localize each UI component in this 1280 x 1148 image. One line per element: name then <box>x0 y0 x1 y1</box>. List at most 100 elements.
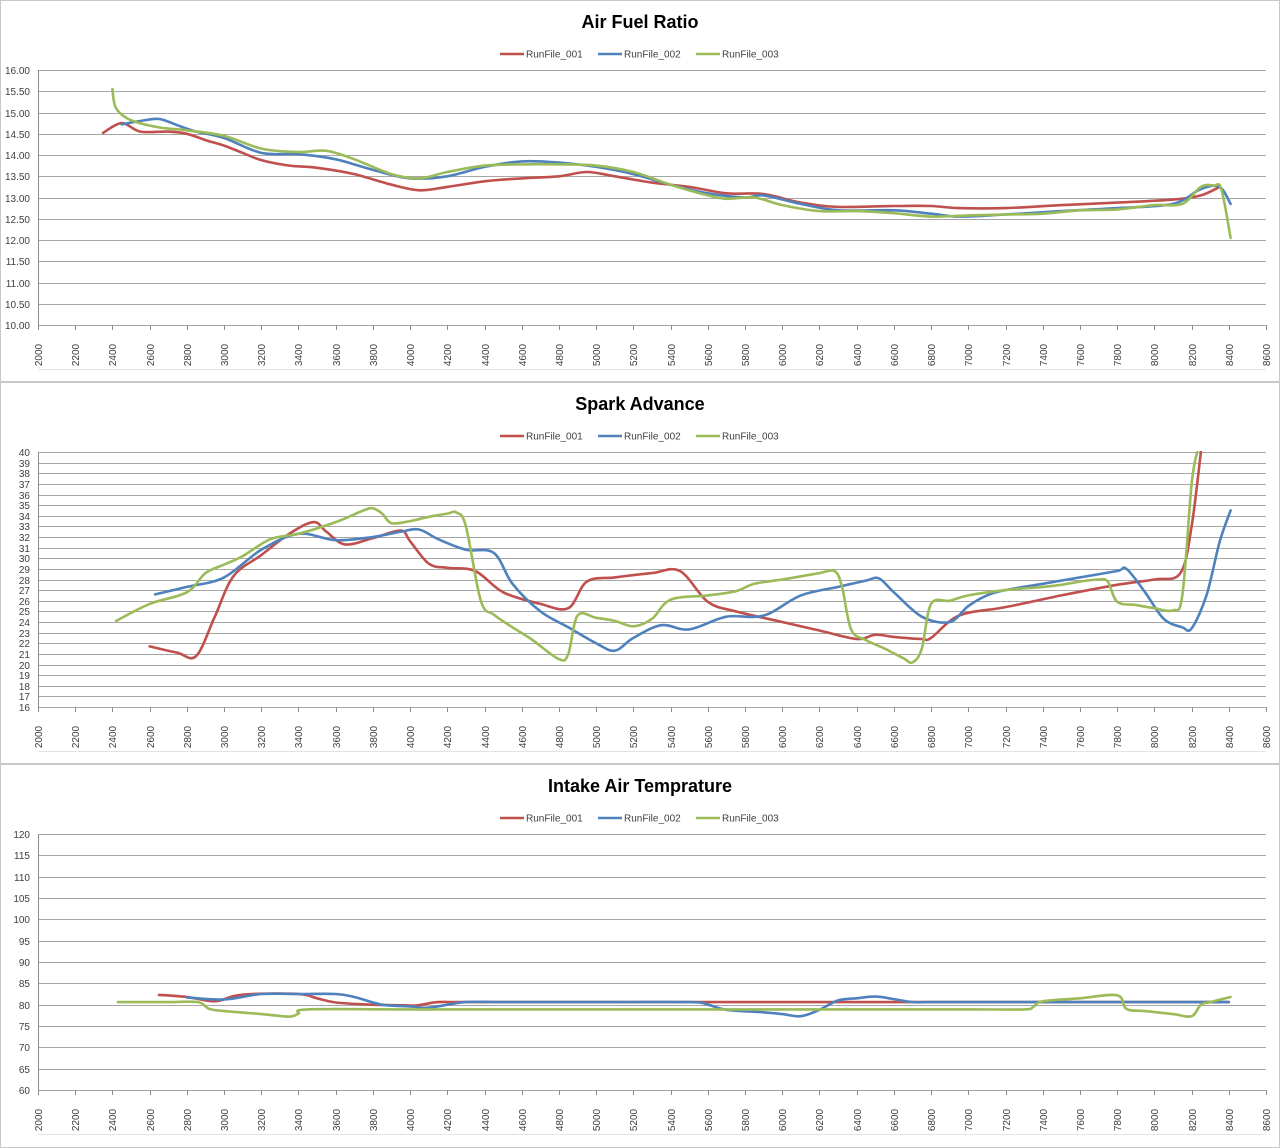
x-tick-label: 4600 <box>518 1108 529 1131</box>
legend-label: RunFile_002 <box>624 814 681 825</box>
x-tick-label: 7000 <box>964 725 975 748</box>
x-tick-label: 5000 <box>592 725 603 748</box>
x-tick-label: 6200 <box>815 1108 826 1131</box>
y-tick-label: 30 <box>19 554 31 565</box>
legend-label: RunFile_003 <box>722 814 779 825</box>
x-tick-label: 7800 <box>1113 1108 1124 1131</box>
x-tick-label: 6000 <box>778 343 789 366</box>
x-tick-label: 3000 <box>220 343 231 366</box>
x-tick-label: 5800 <box>741 1108 752 1131</box>
x-tick-label: 2200 <box>71 343 82 366</box>
x-tick-label: 6200 <box>815 725 826 748</box>
y-tick-label: 23 <box>19 629 31 640</box>
y-tick-label: 90 <box>19 958 31 969</box>
x-tick-label: 4600 <box>518 725 529 748</box>
y-tick-label: 80 <box>19 1001 31 1012</box>
x-tick-label: 7400 <box>1039 725 1050 748</box>
x-tick-label: 5400 <box>667 343 678 366</box>
y-tick-label: 15.50 <box>5 87 30 98</box>
x-tick-label: 7400 <box>1039 343 1050 366</box>
chart-intake-air-temprature: Intake Air Temprature RunFile_001 RunFile_… <box>0 764 1280 1148</box>
legend-label: RunFile_001 <box>526 432 583 443</box>
y-tick-label: 120 <box>13 830 30 841</box>
x-tick-label: 6800 <box>927 1108 938 1131</box>
x-tick-label: 5200 <box>629 725 640 748</box>
y-tick-label: 36 <box>19 491 31 502</box>
x-tick-label: 2000 <box>34 343 45 366</box>
x-tick-label: 4400 <box>481 1108 492 1131</box>
x-tick-label: 7800 <box>1113 343 1124 366</box>
x-tick-label: 8200 <box>1188 725 1199 748</box>
y-tick-label: 14.00 <box>5 151 30 162</box>
y-tick-label: 11.50 <box>6 257 31 268</box>
x-tick-label: 4200 <box>443 343 454 366</box>
y-tick-label: 26 <box>19 597 31 608</box>
x-tick-label: 4000 <box>406 343 417 366</box>
chart-svg: Spark Advance RunFile_001 RunFile_002 RunFi… <box>0 382 1280 764</box>
series-line-runfile-001 <box>101 121 1221 210</box>
x-tick-label: 3600 <box>332 1108 343 1131</box>
series-line-runfile-002 <box>185 992 1231 1018</box>
y-tick-label: 16 <box>19 703 31 714</box>
series-line-runfile-003 <box>116 993 1232 1018</box>
y-tick-label: 70 <box>19 1043 31 1054</box>
x-tick-label: 8600 <box>1262 1108 1273 1131</box>
x-tick-label: 4200 <box>443 1108 454 1131</box>
x-tick-label: 2200 <box>71 1108 82 1131</box>
x-tick-label: 5400 <box>667 1108 678 1131</box>
x-tick-label: 7600 <box>1076 1108 1087 1131</box>
y-tick-label: 13.00 <box>5 194 30 205</box>
y-tick-label: 20 <box>19 661 31 672</box>
y-tick-label: 27 <box>19 586 31 597</box>
x-tick-label: 4400 <box>481 725 492 748</box>
x-tick-label: 5200 <box>629 1108 640 1131</box>
x-tick-label: 4800 <box>555 725 566 748</box>
y-tick-label: 16.00 <box>5 66 30 77</box>
y-tick-label: 15.00 <box>5 109 30 120</box>
series-line-runfile-001 <box>148 451 1203 660</box>
x-tick-label: 3000 <box>220 1108 231 1131</box>
y-tick-label: 12.50 <box>5 215 30 226</box>
x-tick-label: 6000 <box>778 725 789 748</box>
y-tick-label: 115 <box>14 851 30 862</box>
legend-label: RunFile_003 <box>722 50 779 61</box>
x-tick-label: 6400 <box>853 343 864 366</box>
y-tick-label: 35 <box>19 501 31 512</box>
x-tick-label: 2000 <box>34 1108 45 1131</box>
x-tick-label: 3400 <box>294 725 305 748</box>
x-tick-label: 6000 <box>778 1108 789 1131</box>
y-tick-label: 38 <box>19 469 31 480</box>
legend-label: RunFile_003 <box>722 432 779 443</box>
x-tick-label: 4800 <box>555 343 566 366</box>
chart-air-fuel-ratio: Air Fuel Ratio RunFile_001 RunFile_002 RunF… <box>0 0 1280 382</box>
x-tick-label: 5800 <box>741 343 752 366</box>
x-tick-label: 2000 <box>34 725 45 748</box>
x-tick-label: 6200 <box>815 343 826 366</box>
x-tick-label: 7200 <box>1002 725 1013 748</box>
y-tick-label: 28 <box>19 576 31 587</box>
x-tick-label: 4200 <box>443 725 454 748</box>
y-tick-label: 22 <box>19 639 31 650</box>
y-tick-label: 95 <box>19 937 31 948</box>
x-tick-label: 8600 <box>1262 725 1273 748</box>
x-tick-label: 6800 <box>927 725 938 748</box>
y-tick-label: 10.50 <box>5 300 30 311</box>
y-tick-label: 60 <box>19 1086 31 1097</box>
y-tick-label: 12.00 <box>5 236 30 247</box>
x-tick-label: 7800 <box>1113 725 1124 748</box>
x-tick-label: 7400 <box>1039 1108 1050 1131</box>
x-tick-label: 8000 <box>1150 1108 1161 1131</box>
chart-svg: Air Fuel Ratio RunFile_001 RunFile_002 RunF… <box>0 0 1280 382</box>
y-tick-label: 21 <box>19 650 31 661</box>
x-tick-label: 8200 <box>1188 1108 1199 1131</box>
y-tick-label: 34 <box>19 512 31 523</box>
x-tick-label: 5200 <box>629 343 640 366</box>
y-tick-label: 19 <box>19 671 31 682</box>
x-tick-label: 7200 <box>1002 343 1013 366</box>
x-tick-label: 8400 <box>1225 1108 1236 1131</box>
x-tick-label: 8400 <box>1225 343 1236 366</box>
x-tick-label: 6400 <box>853 1108 864 1131</box>
y-tick-label: 18 <box>19 682 31 693</box>
y-tick-label: 29 <box>19 565 31 576</box>
x-tick-label: 3400 <box>294 343 305 366</box>
